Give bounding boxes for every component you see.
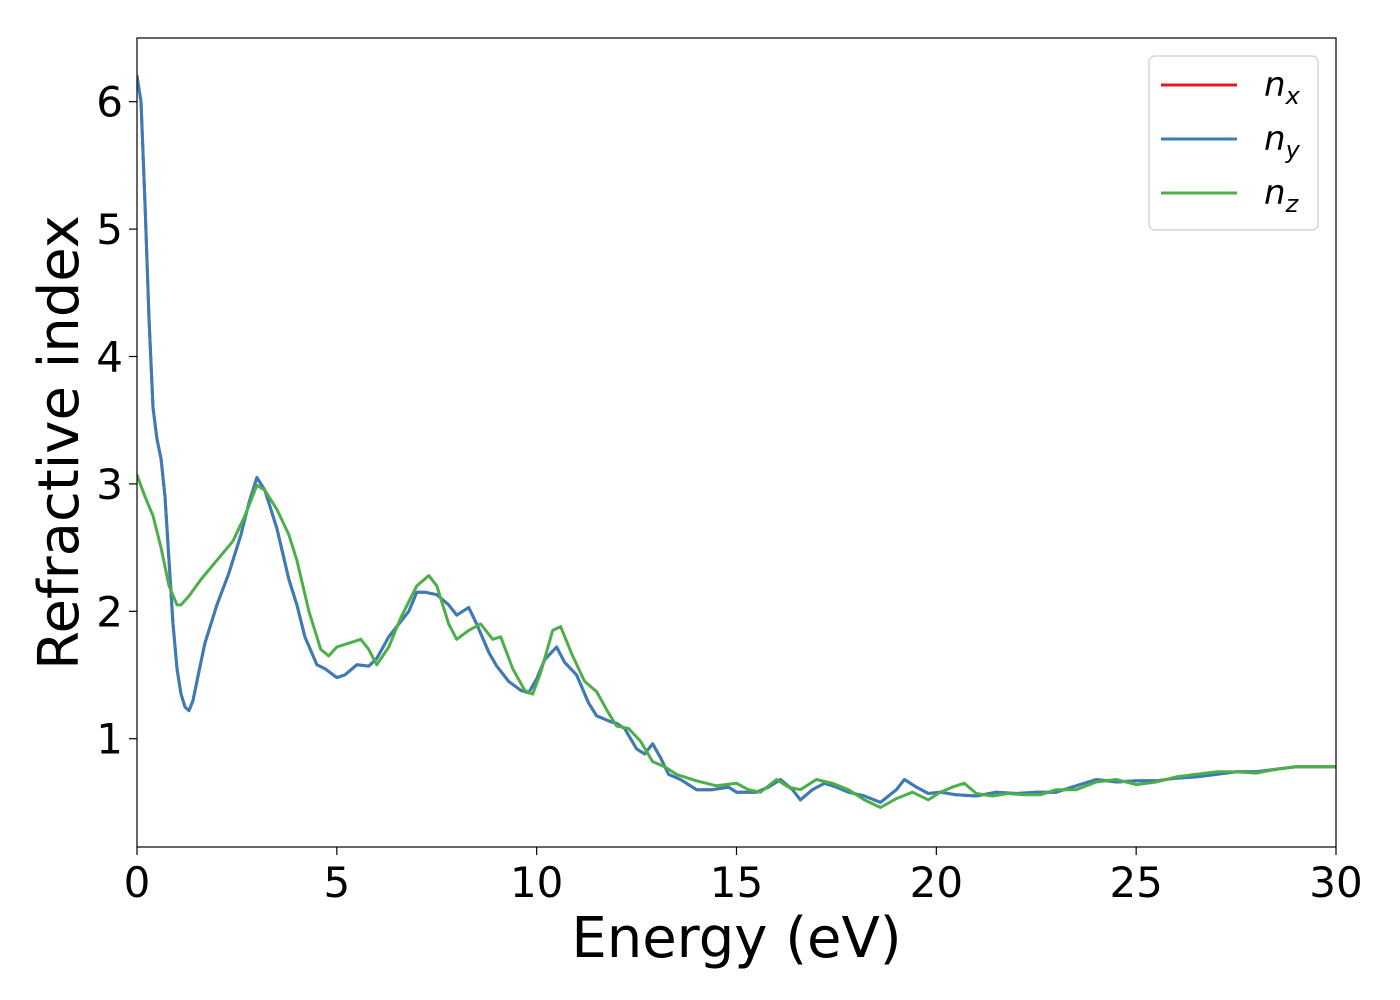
x-tick-label: 10 (510, 858, 563, 907)
legend: nx ny nz (1148, 55, 1319, 231)
x-tick-label: 0 (124, 858, 151, 907)
x-tick-label: 30 (1309, 858, 1362, 907)
x-tick-label: 25 (1109, 858, 1162, 907)
legend-label-nx: nx (1264, 65, 1301, 110)
x-tick-label: 20 (910, 858, 963, 907)
series-line-ny (137, 74, 1336, 804)
y-tick-label: 2 (96, 587, 123, 636)
y-tick-label: 5 (96, 205, 123, 254)
plot-background (137, 38, 1336, 847)
series-lines (137, 74, 1336, 809)
series-line-nz (137, 473, 1336, 809)
y-tick-label: 4 (96, 333, 123, 382)
y-tick-label: 1 (96, 715, 123, 764)
y-tick-label: 6 (96, 78, 123, 127)
legend-label-nz: nz (1264, 173, 1300, 218)
x-tick-label: 15 (710, 858, 763, 907)
plot-area (137, 38, 1336, 847)
y-tick-label: 3 (96, 460, 123, 509)
legend-box (1148, 55, 1319, 231)
x-axis-label: Energy (eV) (571, 906, 901, 971)
y-axis-label: Refractive index (27, 215, 92, 670)
legend-label-ny: ny (1264, 119, 1301, 164)
axes: 0 5 10 15 20 25 30 1 2 3 4 5 6 (96, 37, 1363, 907)
x-tick-label: 5 (323, 858, 350, 907)
